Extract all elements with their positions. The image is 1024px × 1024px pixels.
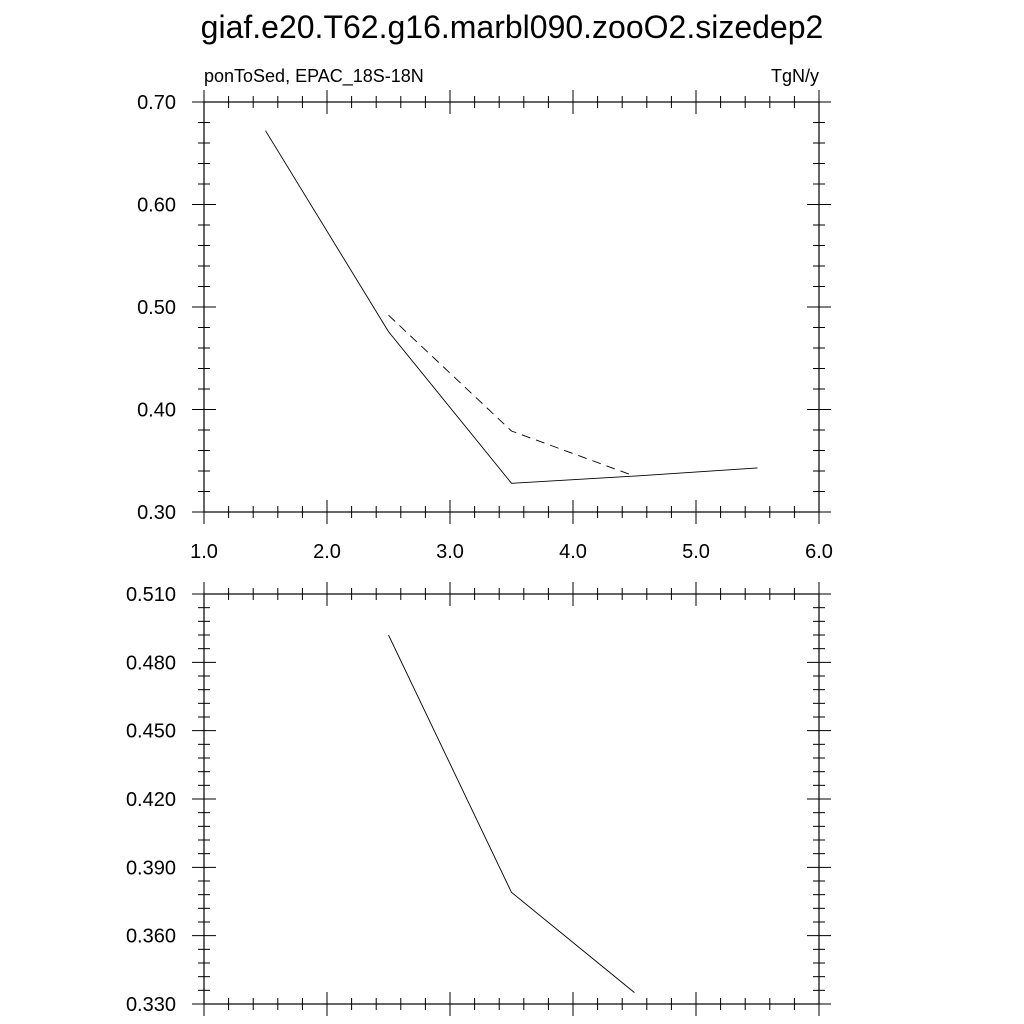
y-tick-label: 0.330 <box>126 994 176 1016</box>
y-tick-label: 0.450 <box>126 721 176 743</box>
x-tick-label: 6.0 <box>805 541 833 563</box>
y-tick-label: 0.50 <box>137 297 176 319</box>
top-ticks <box>192 90 831 524</box>
y-tick-label: 0.390 <box>126 857 176 879</box>
y-tick-label: 0.40 <box>137 400 176 422</box>
bottom-series <box>388 634 635 993</box>
y-tick-label: 0.420 <box>126 789 176 811</box>
x-tick-label: 1.0 <box>190 541 218 563</box>
y-tick-label: 0.30 <box>137 502 176 524</box>
y-tick-label: 0.480 <box>126 652 176 674</box>
x-tick-label: 3.0 <box>436 541 464 563</box>
dashed-series-line <box>388 314 635 477</box>
top-x-tick-labels: 1.0 2.0 3.0 4.0 5.0 6.0 <box>190 541 833 563</box>
x-tick-label: 4.0 <box>559 541 587 563</box>
bottom-plot-frame <box>203 593 820 1005</box>
top-y-tick-labels: 0.30 0.40 0.50 0.60 0.70 <box>137 92 176 524</box>
top-panel-right-label: TgN/y <box>771 66 819 86</box>
x-tick-label: 2.0 <box>313 541 341 563</box>
solid-series-line <box>388 634 635 993</box>
bottom-ticks <box>192 582 831 1016</box>
y-tick-label: 0.60 <box>137 195 176 217</box>
x-tick-label: 5.0 <box>682 541 710 563</box>
top-plot-frame <box>203 101 820 513</box>
y-tick-label: 0.510 <box>126 584 176 606</box>
chart-title: giaf.e20.T62.g16.marbl090.zooO2.sizedep2 <box>201 9 824 45</box>
bottom-panel: 0.330 0.360 0.390 0.420 0.450 0.480 0.510 <box>126 582 831 1016</box>
solid-series-line <box>265 130 758 484</box>
bottom-y-tick-labels: 0.330 0.360 0.390 0.420 0.450 0.480 0.510 <box>126 584 176 1016</box>
y-tick-label: 0.360 <box>126 926 176 948</box>
top-series <box>265 130 758 484</box>
top-panel: ponToSed, EPAC_18S-18N TgN/y 0.30 0.40 0.5… <box>137 66 833 563</box>
top-panel-left-label: ponToSed, EPAC_18S-18N <box>204 66 424 87</box>
y-tick-label: 0.70 <box>137 92 176 114</box>
